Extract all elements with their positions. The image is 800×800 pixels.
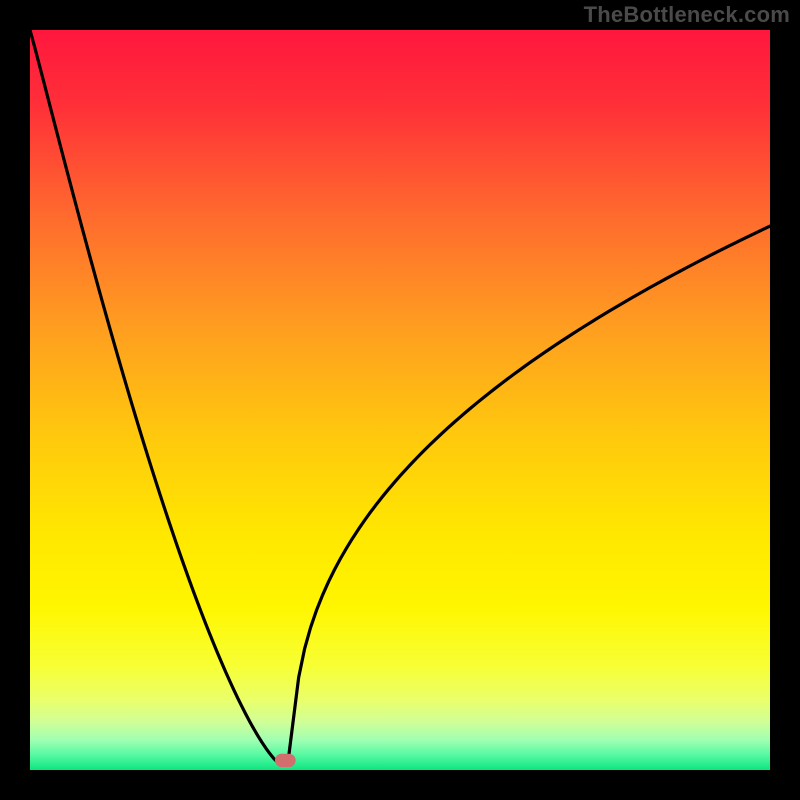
gradient-background	[30, 30, 770, 770]
chart-svg	[30, 30, 770, 770]
watermark-text: TheBottleneck.com	[584, 2, 790, 28]
min-marker	[275, 754, 296, 767]
chart-frame: TheBottleneck.com	[0, 0, 800, 800]
